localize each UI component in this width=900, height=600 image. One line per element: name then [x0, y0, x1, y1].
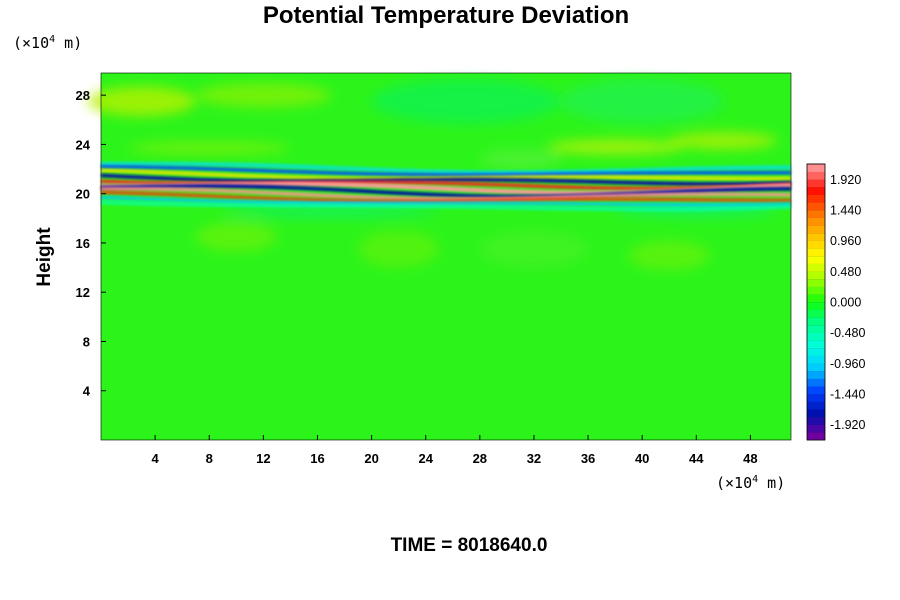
colorbar-level: [807, 394, 825, 402]
colorbar-level: [807, 340, 825, 349]
colorbar-level: [807, 348, 825, 356]
field-blob: [479, 149, 561, 170]
field-blob: [628, 240, 710, 271]
x-tick-label: 24: [418, 451, 433, 466]
shear-band: [101, 168, 791, 181]
heatmap-field: [87, 72, 792, 441]
colorbar-level: [807, 302, 825, 310]
colorbar-level: [807, 286, 825, 295]
field-blob: [561, 79, 724, 124]
field-blob: [195, 82, 331, 108]
colorbar-level: [807, 187, 825, 195]
shear-band: [101, 181, 791, 196]
colorbar-tick-label: -1.920: [830, 418, 865, 432]
heatmap-blobs: [87, 79, 778, 271]
colorbar-tick-label: 1.440: [830, 204, 861, 218]
x-tick-label: 20: [364, 451, 378, 466]
field-blob: [222, 207, 440, 218]
colorbar-level: [807, 271, 825, 280]
colorbar-level: [807, 164, 825, 172]
colorbar-tick-label: -1.440: [830, 388, 865, 402]
x-tick-label: 28: [473, 451, 487, 466]
x-axis-unit: (×104 m): [716, 474, 785, 492]
colorbar-level: [807, 309, 825, 318]
y-tick-label: 4: [83, 384, 91, 399]
colorbar-level: [807, 248, 825, 257]
colorbar-level: [807, 332, 825, 341]
x-tick-label: 40: [635, 451, 649, 466]
x-tick-label: 8: [206, 451, 213, 466]
y-tick-label: 12: [76, 285, 90, 300]
shear-layer-bands: [101, 161, 791, 212]
x-tick-label: 16: [310, 451, 324, 466]
colorbar-tick-label: 1.920: [830, 173, 861, 187]
colorbar: 1.920 1.440 0.960 0.480 0.000 -0.480 -0.960 -1.…: [806, 163, 865, 441]
colorbar-frame: [806, 163, 826, 441]
field-blob: [87, 86, 196, 117]
colorbar-tick-label: 0.960: [830, 234, 861, 248]
colorbar-level: [807, 263, 825, 272]
field-blob: [358, 230, 440, 268]
y-tick-label: 16: [76, 236, 90, 251]
colorbar-level: [807, 202, 825, 211]
colorbar-level: [807, 225, 825, 234]
field-blob: [371, 79, 561, 124]
colorbar-tick-label: -0.960: [830, 357, 865, 371]
field-blob: [669, 132, 778, 150]
field-blob: [128, 141, 291, 155]
colorbar-level: [807, 210, 825, 218]
colorbar-level: [807, 355, 825, 364]
colorbar-tick-label: -0.480: [830, 326, 865, 340]
colorbar-level: [807, 432, 825, 441]
x-tick-label: 44: [689, 451, 704, 466]
colorbar-level: [807, 240, 825, 249]
colorbar-level: [807, 294, 825, 303]
y-axis-title: Height: [34, 227, 55, 287]
colorbar-level: [807, 417, 825, 425]
colorbar-level: [807, 179, 825, 188]
shear-band: [101, 187, 791, 201]
shear-band: [101, 164, 791, 177]
x-tick-label: 36: [581, 451, 595, 466]
y-tick-label: 20: [76, 187, 90, 202]
colorbar-level: [807, 256, 825, 264]
y-axis: 4 8 12 16 20 24 28: [76, 88, 106, 399]
x-axis: 4 8 12 16 20 24 28 32 36 40 44 48: [152, 435, 758, 466]
y-tick-label: 8: [83, 334, 90, 349]
colorbar-level: [807, 325, 825, 333]
y-axis-unit: (×104 m): [13, 34, 82, 52]
colorbar-level: [807, 217, 825, 226]
colorbar-level: [807, 317, 825, 326]
colorbar-level: [807, 401, 825, 410]
time-label: TIME = 8018640.0: [391, 535, 548, 556]
plot-frame: [100, 72, 792, 441]
field-blob: [195, 222, 277, 252]
colorbar-level: [807, 171, 825, 180]
y-tick-label: 24: [76, 137, 91, 152]
x-tick-label: 48: [743, 451, 757, 466]
shear-band: [101, 200, 791, 212]
colorbar-level: [807, 386, 825, 395]
colorbar-level: [807, 194, 825, 203]
colorbar-level: [807, 378, 825, 387]
colorbar-level: [807, 279, 825, 287]
shear-band: [101, 190, 791, 203]
colorbar-level: [807, 424, 825, 433]
y-tick-label: 28: [76, 88, 90, 103]
colorbar-level: [807, 363, 825, 372]
colorbar-tick-label: 0.480: [830, 265, 861, 279]
x-tick-label: 32: [527, 451, 541, 466]
x-tick-label: 12: [256, 451, 270, 466]
chart-title: Potential Temperature Deviation: [263, 2, 629, 29]
field-blob: [547, 139, 683, 155]
colorbar-level: [807, 409, 825, 418]
colorbar-level: [807, 233, 825, 241]
shear-band: [101, 161, 791, 175]
colorbar-level: [807, 371, 825, 379]
colorbar-tick-label: 0.000: [830, 296, 861, 310]
x-tick-label: 4: [152, 451, 160, 466]
field-blob: [479, 230, 589, 268]
